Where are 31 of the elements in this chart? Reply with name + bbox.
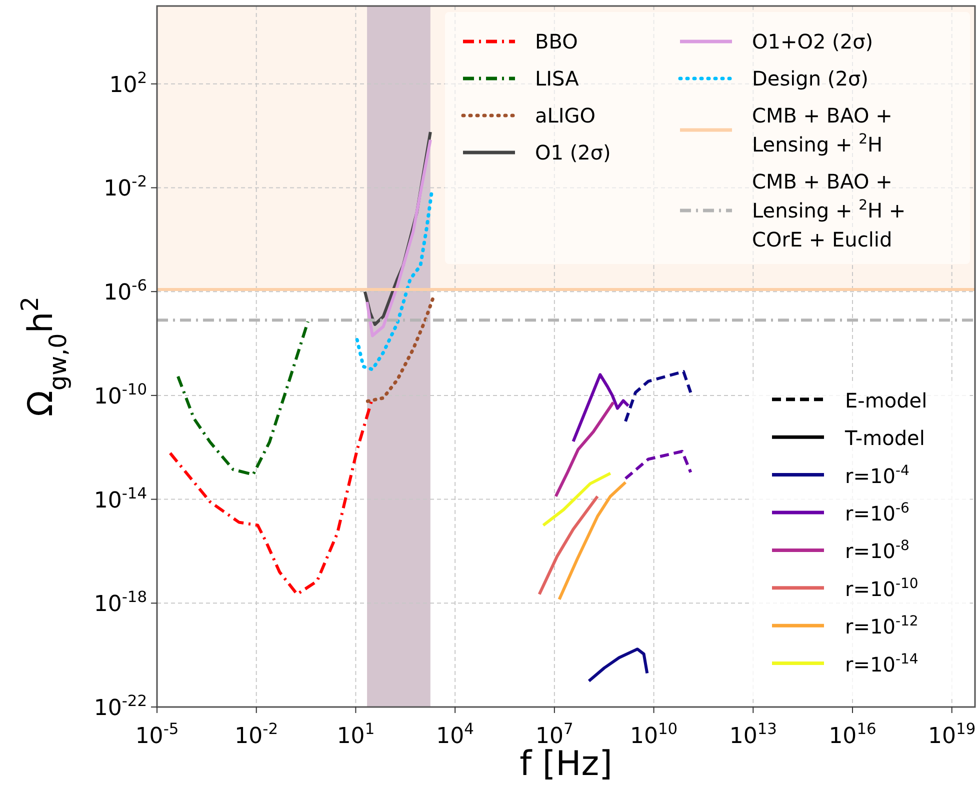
- legend-label: r=10$^{-8}$: [845, 538, 910, 564]
- legend-label: r=10$^{-6}$: [845, 500, 910, 526]
- x-tick-label: 10$^{19}$: [928, 720, 976, 749]
- legend-label: O1 (2σ): [535, 140, 611, 164]
- legend-label: O1+O2 (2σ): [752, 30, 874, 54]
- legend-label: T-model: [844, 426, 925, 450]
- legend-label: aLIGO: [535, 104, 596, 128]
- y-tick-label: 10$^{-14}$: [94, 484, 147, 514]
- y-tick-label: 10$^{-2}$: [104, 172, 147, 202]
- y-tick-label: 10$^{2}$: [109, 68, 147, 98]
- legend-label: CMB + BAO + Lensing + $^{2}$H: [752, 104, 892, 156]
- legend-label: E-model: [845, 388, 928, 412]
- legend-label: Design (2σ): [752, 66, 868, 90]
- legend-label: r=10$^{-10}$: [845, 576, 918, 601]
- y-tick-label: 10$^{-10}$: [94, 380, 147, 410]
- legend-label: BBO: [535, 30, 578, 54]
- x-tick-label: 10$^{4}$: [436, 720, 474, 749]
- legend-label: r=10$^{-14}$: [845, 651, 918, 676]
- x-tick-label: 10$^{-2}$: [234, 720, 278, 749]
- x-tick-label: 10$^{1}$: [336, 720, 375, 749]
- y-tick-label: 10$^{-22}$: [94, 692, 147, 721]
- x-tick-label: 10$^{-5}$: [135, 720, 179, 749]
- x-tick-label: 10$^{13}$: [729, 720, 777, 749]
- legend-label: LISA: [535, 66, 580, 90]
- legend-label: r=10$^{-4}$: [845, 462, 910, 488]
- legend-label: CMB + BAO + Lensing + $^{2}$H + COrE + Euclid: [752, 170, 906, 252]
- y-tick-label: 10$^{-6}$: [104, 276, 147, 306]
- x-tick-label: 10$^{10}$: [630, 720, 678, 749]
- y-tick-label: 10$^{-18}$: [94, 588, 147, 618]
- x-tick-label: 10$^{16}$: [828, 720, 876, 749]
- legend-label: r=10$^{-12}$: [845, 614, 918, 639]
